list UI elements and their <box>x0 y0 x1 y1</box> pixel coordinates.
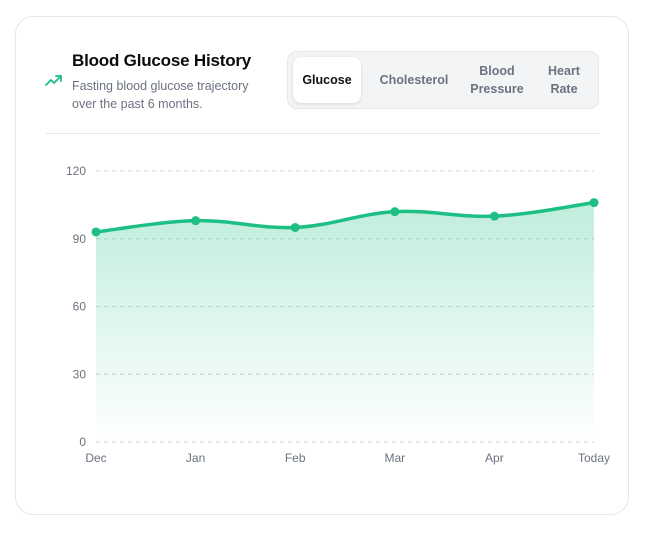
x-tick-label: Mar <box>384 451 405 465</box>
y-tick-label: 120 <box>66 164 86 178</box>
data-point[interactable] <box>489 211 499 221</box>
y-tick-label: 30 <box>73 367 87 381</box>
y-tick-label: 0 <box>79 435 86 449</box>
y-tick-label: 60 <box>73 300 87 314</box>
y-tick-label: 90 <box>73 232 87 246</box>
tab-glucose[interactable]: Glucose <box>293 57 361 103</box>
data-point[interactable] <box>191 216 201 226</box>
trending-up-icon <box>45 75 62 86</box>
card-subtitle: Fasting blood glucose trajectory over th… <box>72 79 249 111</box>
header-divider <box>46 133 600 134</box>
tab-cholesterol[interactable]: Cholesterol <box>379 73 449 87</box>
data-point[interactable] <box>589 198 599 208</box>
card-title: Blood Glucose History <box>72 51 252 70</box>
x-tick-label: Jan <box>186 451 205 465</box>
tab-heart-rate[interactable]: Heart Rate <box>548 64 580 96</box>
x-tick-label: Today <box>578 451 610 465</box>
metric-tabs: Glucose Cholesterol Blood Pressure Heart… <box>287 51 599 109</box>
x-tick-label: Feb <box>285 451 306 465</box>
x-tick-label: Dec <box>85 451 106 465</box>
chart-area-fill <box>96 202 594 442</box>
data-point[interactable] <box>91 227 101 237</box>
x-tick-label: Apr <box>485 451 504 465</box>
tab-blood-pressure[interactable]: Blood Pressure <box>470 64 524 96</box>
chart-series-line <box>94 200 596 234</box>
data-point[interactable] <box>390 207 400 217</box>
data-point[interactable] <box>290 222 300 232</box>
